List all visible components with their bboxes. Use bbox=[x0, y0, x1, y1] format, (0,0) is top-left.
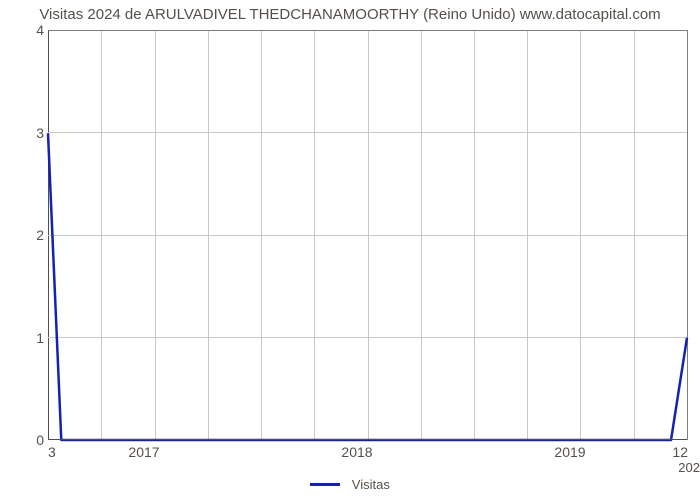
x-tick-2018: 2018 bbox=[341, 444, 372, 460]
y-tick-3: 3 bbox=[4, 125, 44, 141]
chart-title: Visitas 2024 de ARULVADIVEL THEDCHANAMOO… bbox=[0, 6, 700, 23]
y-tick-1: 1 bbox=[4, 330, 44, 346]
legend-label: Visitas bbox=[352, 477, 390, 492]
y-tick-0: 0 bbox=[4, 432, 44, 448]
legend-swatch bbox=[310, 483, 340, 486]
visits-line-chart: Visitas 2024 de ARULVADIVEL THEDCHANAMOO… bbox=[0, 0, 700, 500]
legend: Visitas bbox=[0, 476, 700, 492]
x-tick-edge-left: 3 bbox=[48, 444, 56, 460]
series-layer bbox=[48, 31, 687, 440]
x-tick-2017: 2017 bbox=[128, 444, 159, 460]
plot-area bbox=[48, 30, 688, 440]
x-tick-extra-right: 202 bbox=[678, 460, 700, 475]
y-tick-4: 4 bbox=[4, 22, 44, 38]
y-tick-2: 2 bbox=[4, 227, 44, 243]
series-visitas bbox=[48, 133, 687, 440]
x-tick-2019: 2019 bbox=[554, 444, 585, 460]
x-tick-edge-right: 12 bbox=[672, 444, 688, 460]
